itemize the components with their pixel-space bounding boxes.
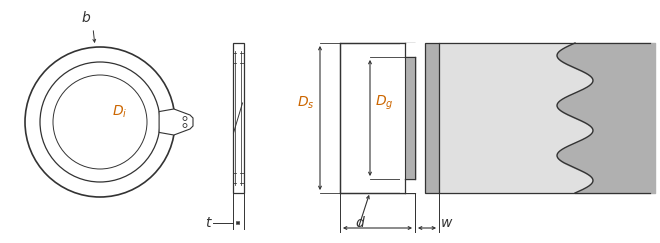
Bar — [425, 43, 439, 193]
Circle shape — [53, 75, 147, 169]
Bar — [400, 179, 420, 193]
Text: t: t — [205, 216, 211, 230]
Text: $D_g$: $D_g$ — [375, 94, 393, 112]
Circle shape — [183, 116, 187, 121]
Circle shape — [25, 47, 175, 197]
Text: d: d — [355, 216, 364, 230]
Text: $D_s$: $D_s$ — [298, 95, 315, 111]
Bar — [400, 43, 420, 57]
Bar — [232, 43, 244, 193]
Circle shape — [183, 123, 187, 128]
Text: $D_i$: $D_i$ — [112, 104, 127, 120]
Bar — [405, 57, 415, 179]
Text: b: b — [81, 11, 90, 25]
Text: w: w — [442, 216, 453, 230]
Bar — [425, 43, 655, 193]
Circle shape — [40, 62, 160, 182]
Bar — [340, 43, 415, 193]
Polygon shape — [159, 109, 193, 135]
